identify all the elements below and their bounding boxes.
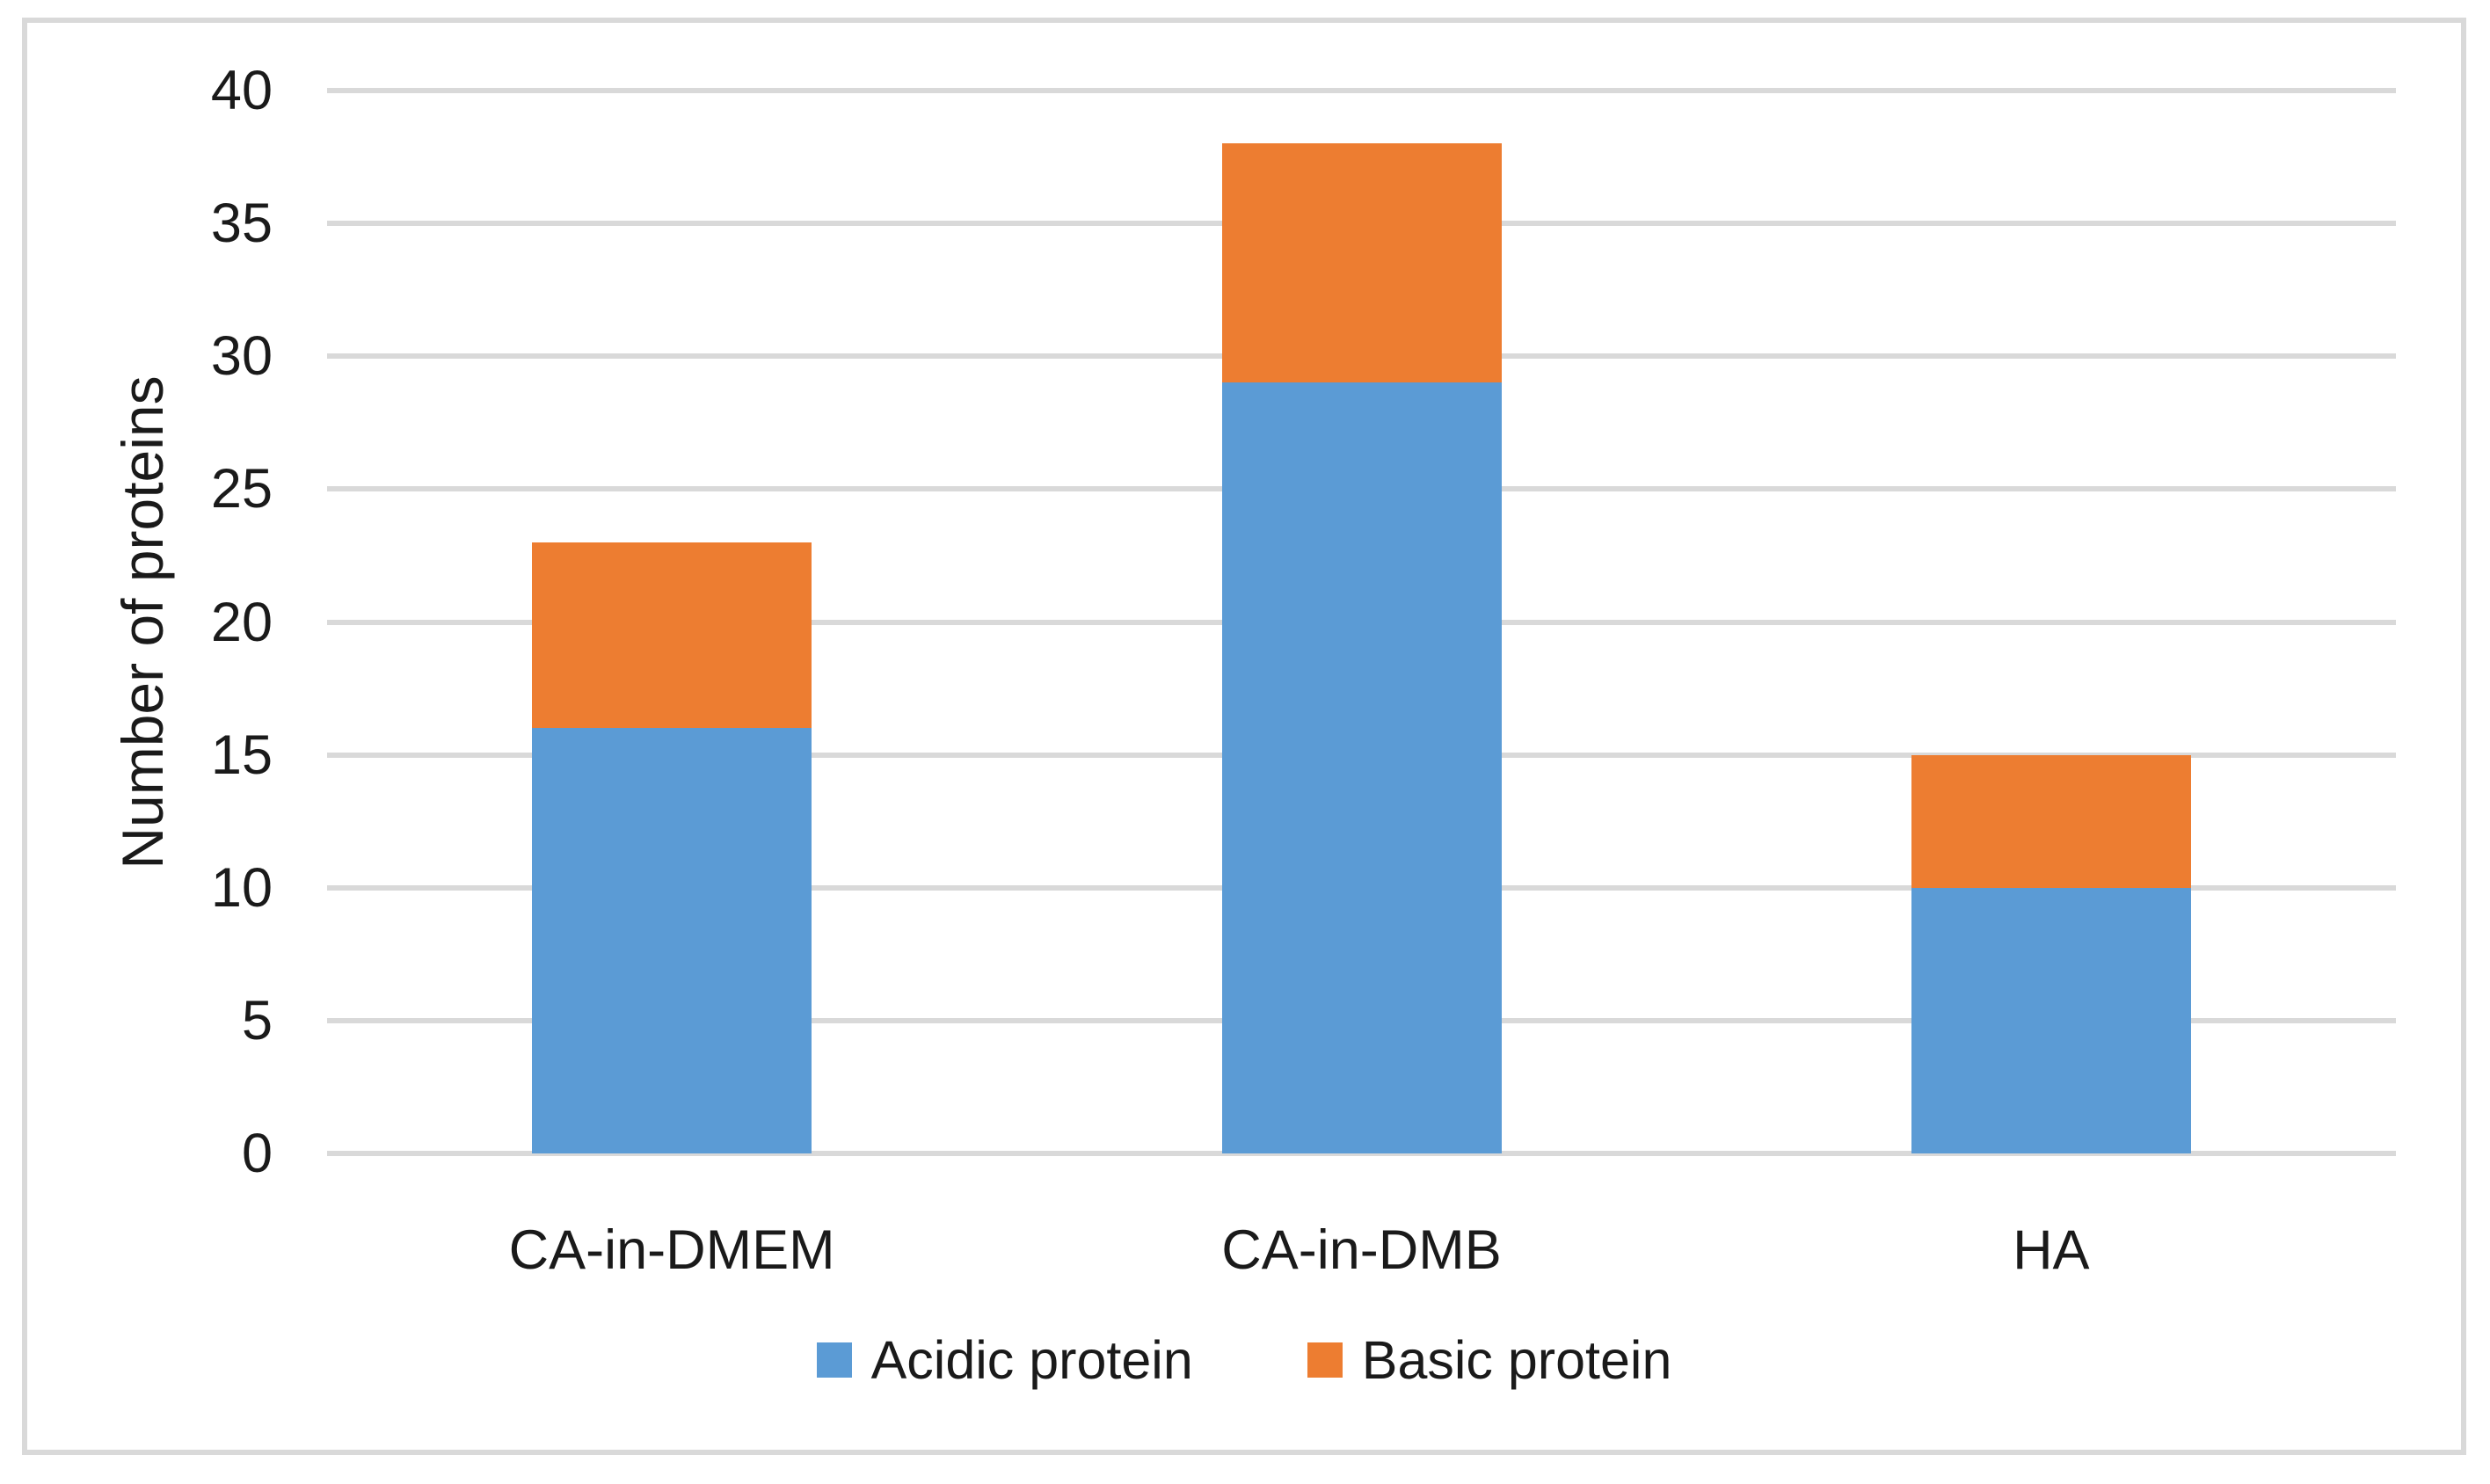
bar-segment-CA-in-DMB-acidic [1221, 382, 1502, 1153]
y-tick-label-35: 35 [210, 193, 273, 255]
bar-segment-CA-in-DMB-basic [1221, 143, 1502, 383]
y-tick-label-25: 25 [210, 458, 273, 520]
bar-segment-CA-in-DMEM-acidic [532, 728, 812, 1153]
x-category-label-3: HA [2013, 1219, 2090, 1281]
y-tick-label-5: 5 [241, 989, 273, 1051]
y-tick-label-40: 40 [210, 60, 273, 121]
y-tick-label-0: 0 [241, 1123, 273, 1184]
legend: Acidic protein Basic protein [22, 1329, 2466, 1391]
plot-area [327, 88, 2396, 1156]
y-tick-label-15: 15 [210, 724, 273, 786]
legend-label-basic: Basic protein [1361, 1330, 1672, 1390]
x-category-label-1: CA-in-DMEM [508, 1219, 835, 1281]
bar-segment-HA-basic [1911, 754, 2191, 888]
y-tick-label-30: 30 [210, 325, 273, 388]
legend-swatch-acidic [816, 1342, 852, 1378]
y-tick-label-20: 20 [210, 591, 273, 653]
y-tick-label-10: 10 [210, 856, 273, 919]
legend-swatch-basic [1307, 1342, 1343, 1378]
bar-segment-CA-in-DMEM-basic [532, 542, 812, 729]
gridline-y-40 [327, 88, 2396, 93]
legend-item-acidic: Acidic protein [816, 1329, 1193, 1391]
legend-item-basic: Basic protein [1307, 1329, 1672, 1391]
gridline-y-0 [327, 1151, 2396, 1156]
x-category-label-2: CA-in-DMB [1221, 1219, 1502, 1281]
bar-segment-HA-acidic [1911, 887, 2191, 1153]
legend-label-acidic: Acidic protein [870, 1330, 1193, 1390]
